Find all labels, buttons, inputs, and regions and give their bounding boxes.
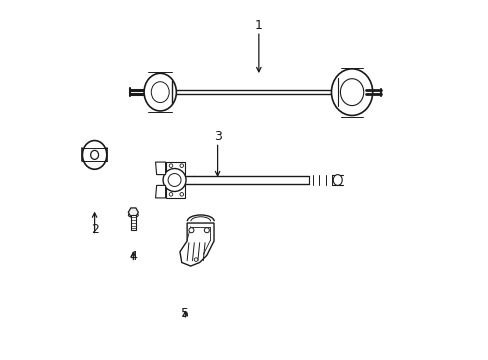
Bar <box>165 162 185 198</box>
Ellipse shape <box>128 213 138 217</box>
Ellipse shape <box>331 69 372 116</box>
Polygon shape <box>128 208 138 217</box>
Polygon shape <box>155 162 165 175</box>
Text: 1: 1 <box>254 19 262 32</box>
Text: 5: 5 <box>181 307 189 320</box>
Circle shape <box>168 174 181 186</box>
Text: 3: 3 <box>213 130 221 143</box>
Text: 2: 2 <box>90 223 99 236</box>
Circle shape <box>169 164 172 167</box>
Text: 4: 4 <box>129 250 137 263</box>
Circle shape <box>169 193 172 196</box>
Ellipse shape <box>144 73 176 111</box>
Circle shape <box>194 258 198 261</box>
Circle shape <box>180 164 183 167</box>
Circle shape <box>204 228 209 233</box>
Ellipse shape <box>151 82 169 103</box>
Ellipse shape <box>340 79 363 105</box>
Bar <box>131 215 136 230</box>
Polygon shape <box>155 185 165 198</box>
Ellipse shape <box>90 150 99 159</box>
Ellipse shape <box>82 140 106 169</box>
Circle shape <box>188 228 194 233</box>
Circle shape <box>163 168 185 192</box>
Polygon shape <box>180 223 214 266</box>
Ellipse shape <box>333 175 342 185</box>
Circle shape <box>180 193 183 196</box>
